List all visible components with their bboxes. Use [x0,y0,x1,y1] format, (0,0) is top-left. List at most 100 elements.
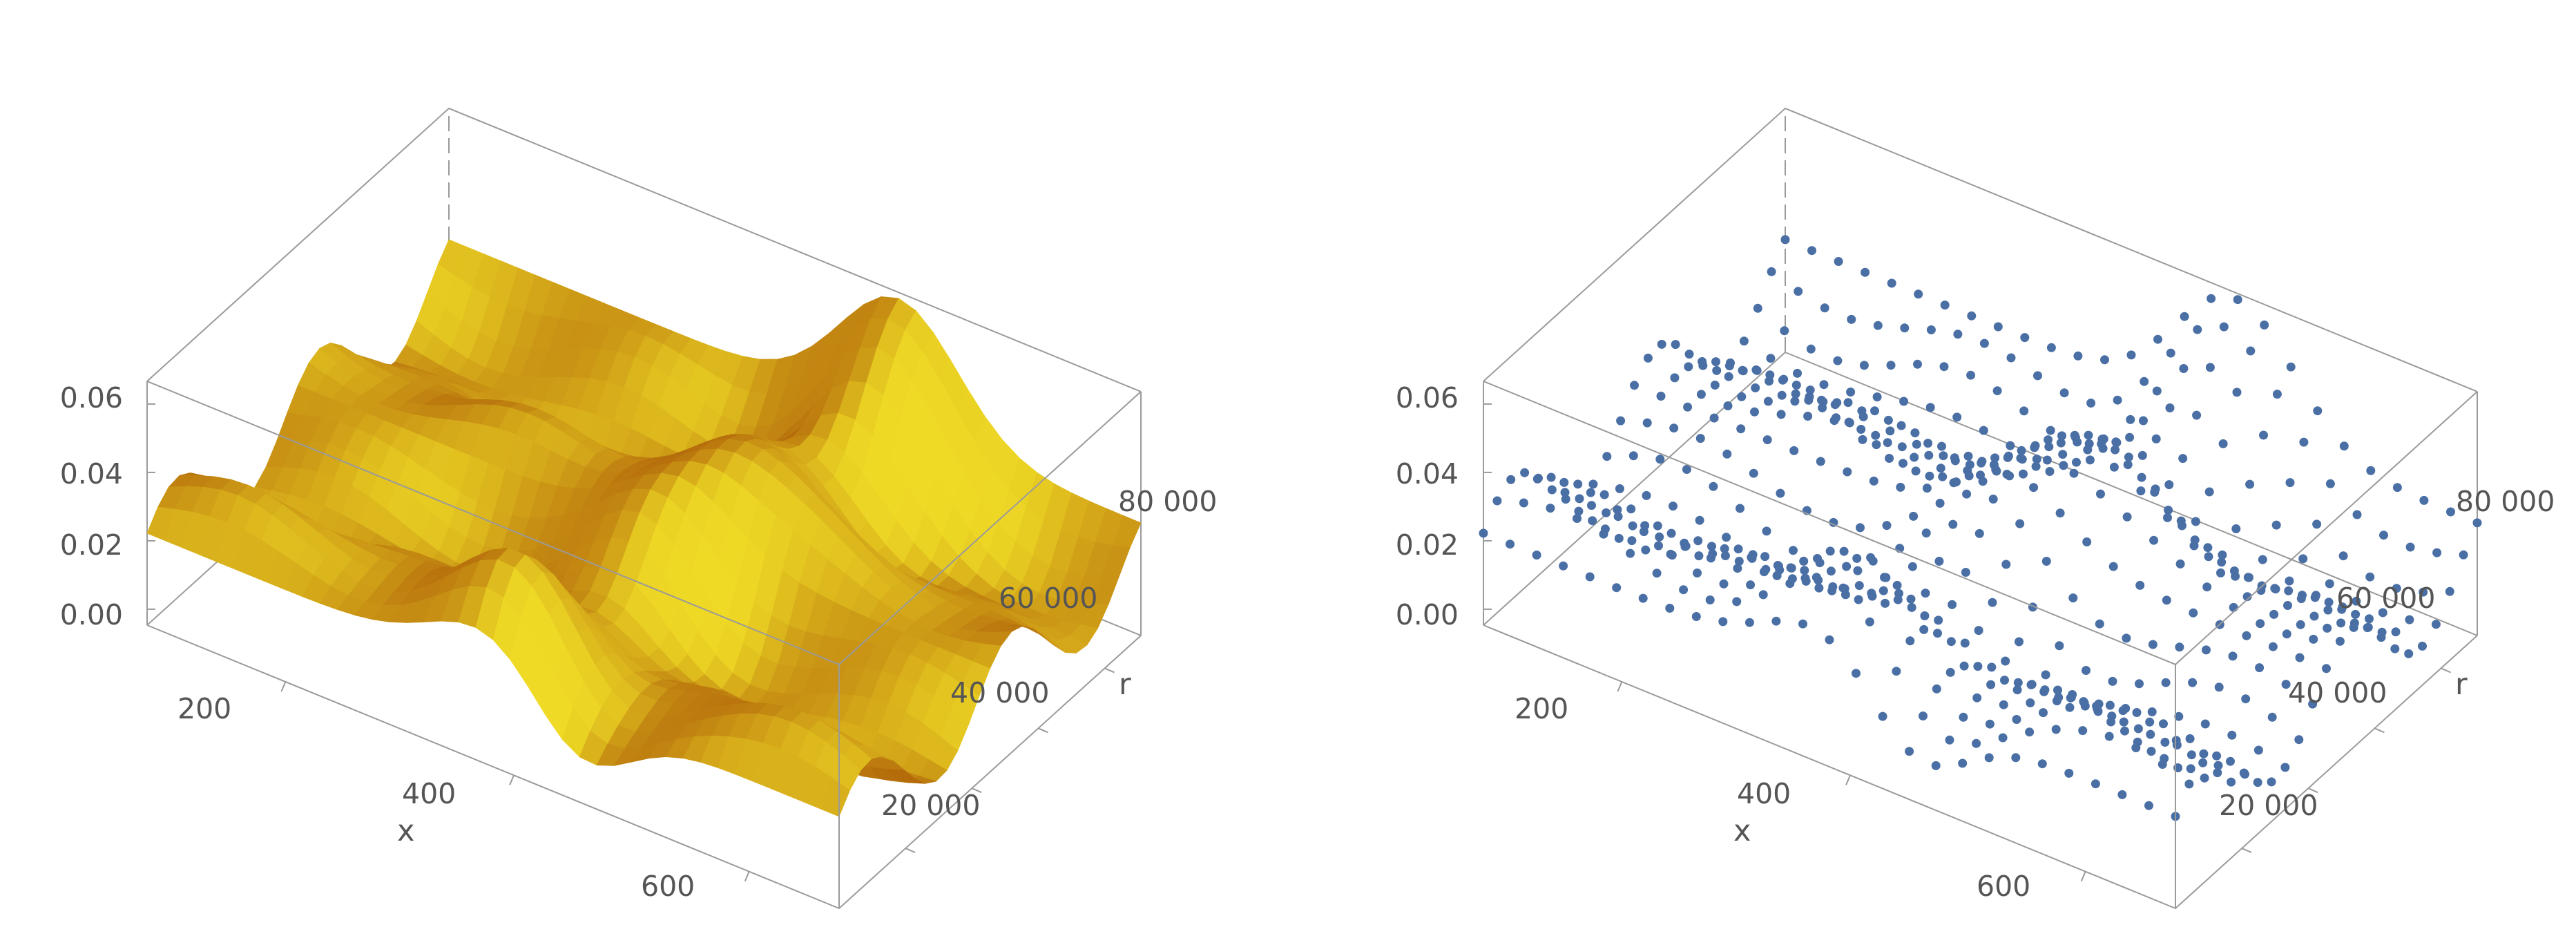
z-tick-label: 0.06 [60,381,123,414]
scatter-point [2269,609,2279,619]
scatter-point [2029,483,2039,493]
scatter-point [2042,455,2052,465]
scatter-point [2379,531,2388,540]
scatter-point [1707,542,1716,551]
scatter-point [1854,595,1863,604]
y-tick-label: 80 000 [2456,485,2555,518]
scatter-point [1655,455,1665,464]
x-axis-label: x [1733,814,1751,848]
scatter-point [1776,410,1786,419]
scatter-point [2336,618,2346,628]
scatter-point [1976,470,1985,480]
scatter-point [2405,542,2415,552]
scatter-point [2176,516,2186,526]
x-tick-label: 400 [1737,777,1791,810]
scatter-point [1885,454,1894,463]
scatter-point [2188,678,2198,687]
scatter-point [2322,664,2331,674]
scatter-point [1738,365,1747,375]
scatter-point [2041,557,2051,566]
scatter-point [1880,573,1889,582]
scatter-point [1899,397,1909,406]
scatter-point [1709,413,1719,423]
bounding-box-front [1483,380,2478,910]
scatter-point [2058,450,2068,459]
scatter-point [2219,322,2229,332]
scatter-point [2432,548,2442,557]
scatter-point [1814,583,1824,593]
scatter-point [2147,707,2157,716]
scatter-point [2073,351,2083,361]
scatter-point [1974,528,1984,538]
scatter-point [2055,508,2065,518]
scatter-point [1669,502,1678,511]
scatter-point [2213,768,2222,778]
scatter-point [1684,362,1693,372]
x-axis-label: x [397,814,414,848]
scatter-point [2039,708,2048,718]
scatter-point [1642,418,1652,428]
scatter-point [1873,321,1883,330]
scatter-point [1990,453,2000,463]
scatter-point [2296,594,2306,604]
scatter-point [2241,694,2251,704]
scatter-point [1723,401,1733,410]
scatter-point [1921,589,1930,598]
scatter-point [2253,745,2263,755]
scatter-point [1939,451,1948,461]
y-tick-label: 20 000 [881,789,980,822]
scatter-point [2148,640,2157,649]
scatter-point [1963,451,1973,461]
scatter-point [1872,392,1882,402]
scatter-point [1830,400,1840,410]
scatter-point [1966,370,1976,380]
scatter-point [1765,376,1774,386]
scatter-point [2000,676,2009,685]
scatter-point [1790,397,1800,406]
scatter-point [1641,545,1651,555]
scatter-point [2180,312,2189,321]
scatter-point [2418,641,2427,651]
scatter-point [1858,434,1867,444]
scatter-point [2378,608,2387,618]
scatter-point [2205,363,2215,372]
scatter-point [2245,479,2255,489]
scatter-point [2193,325,2202,334]
scatter-point [2258,555,2267,564]
scatter-point [1693,569,1702,577]
scatter-point [1762,526,1771,536]
scatter-point [2242,631,2251,640]
scatter-point [1900,323,1910,333]
scatter-point [2017,446,2026,455]
z-tick-label: 0.04 [1396,457,1459,490]
scatter-point [2189,541,2199,551]
scatter-point [1989,460,1999,470]
scatter-point [2445,586,2454,596]
scatter-point [1630,381,1639,390]
scatter-point [1924,450,1934,460]
scatter-point [2055,641,2064,651]
scatter-point [2310,593,2320,602]
scatter-point [1506,539,1515,549]
bounding-box-front [146,380,1142,910]
scatter-point [1910,452,1919,462]
scatter-point [2313,406,2323,416]
scatter-point [1492,496,1502,506]
scatter-point [2282,629,2291,639]
scatter-point [1869,476,1878,486]
scatter-point [2363,623,2372,633]
scatter-point [1912,439,1921,449]
scatter-point [2025,727,2035,737]
scatter-point [1935,499,1945,508]
scatter-point [1911,466,1921,476]
scatter-point [2057,431,2066,441]
scatter-point [1744,618,1754,627]
scatter-point [2227,730,2237,740]
scatter-point [1807,246,1816,256]
scatter-point [1893,595,1903,604]
z-tick-label: 0.02 [60,528,123,562]
scatter-point [2226,756,2235,766]
scatter-point [1724,361,1734,371]
scatter-point [2352,596,2361,606]
scatter-point [2298,554,2308,564]
